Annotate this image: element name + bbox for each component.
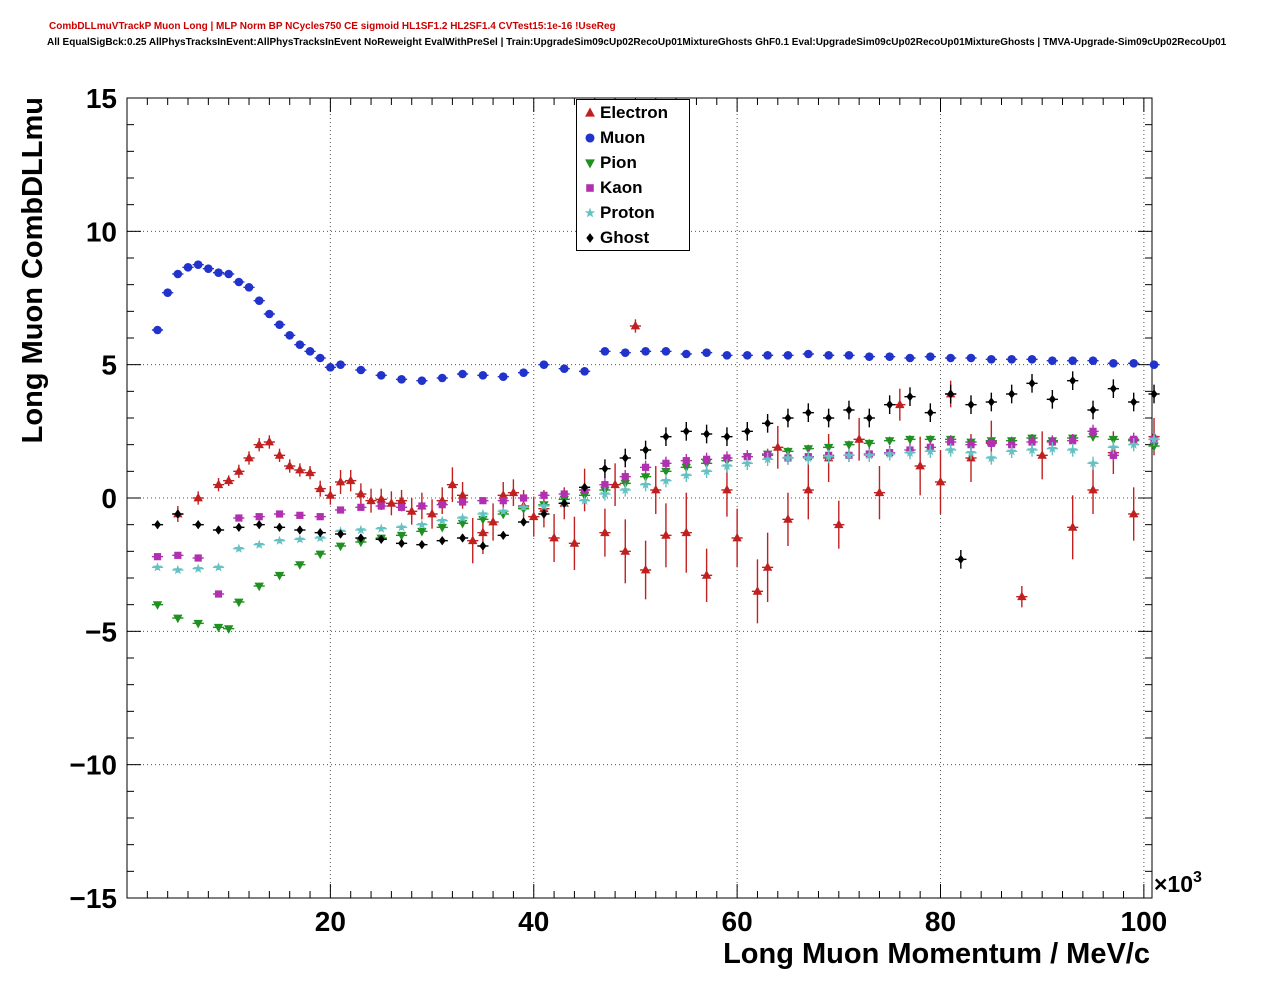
kaon-marker-icon bbox=[582, 180, 598, 196]
svg-text:15: 15 bbox=[86, 83, 117, 114]
svg-text:−10: −10 bbox=[70, 750, 118, 781]
svg-text:40: 40 bbox=[518, 906, 549, 937]
svg-text:×103: ×103 bbox=[1154, 869, 1202, 897]
legend-label-ghost: Ghost bbox=[600, 227, 650, 247]
ghost-marker-icon bbox=[582, 230, 598, 246]
svg-text:0: 0 bbox=[101, 483, 117, 514]
svg-text:−5: −5 bbox=[85, 616, 117, 647]
svg-text:80: 80 bbox=[925, 906, 956, 937]
plot-title-line1: CombDLLmuVTrackP Muon Long | MLP Norm BP… bbox=[49, 21, 616, 32]
svg-text:20: 20 bbox=[315, 906, 346, 937]
electron-marker-icon bbox=[582, 105, 598, 121]
legend-item-muon: Muon bbox=[577, 125, 689, 150]
proton-marker-icon bbox=[582, 205, 598, 221]
legend-item-electron: Electron bbox=[577, 100, 689, 125]
svg-text:10: 10 bbox=[86, 216, 117, 247]
legend-label-kaon: Kaon bbox=[600, 177, 643, 197]
chart-legend: Electron Muon Pion Kaon Proton Ghost bbox=[576, 99, 690, 251]
legend-label-electron: Electron bbox=[600, 102, 669, 122]
legend-label-pion: Pion bbox=[600, 152, 637, 172]
legend-item-ghost: Ghost bbox=[577, 225, 689, 250]
legend-item-kaon: Kaon bbox=[577, 175, 689, 200]
svg-text:5: 5 bbox=[101, 350, 117, 381]
svg-text:60: 60 bbox=[722, 906, 753, 937]
svg-text:Long Muon Momentum / MeV/c: Long Muon Momentum / MeV/c bbox=[723, 938, 1150, 970]
svg-text:−15: −15 bbox=[70, 883, 118, 914]
plot-title-line2: All EqualSigBck:0.25 AllPhysTracksInEven… bbox=[47, 37, 1227, 48]
legend-label-muon: Muon bbox=[600, 127, 646, 147]
muon-marker-icon bbox=[582, 130, 598, 146]
pion-marker-icon bbox=[582, 155, 598, 171]
svg-text:Long Muon CombDLLmu: Long Muon CombDLLmu bbox=[17, 97, 49, 443]
legend-item-proton: Proton bbox=[577, 200, 689, 225]
legend-label-proton: Proton bbox=[600, 202, 655, 222]
svg-text:100: 100 bbox=[1121, 906, 1168, 937]
legend-item-pion: Pion bbox=[577, 150, 689, 175]
